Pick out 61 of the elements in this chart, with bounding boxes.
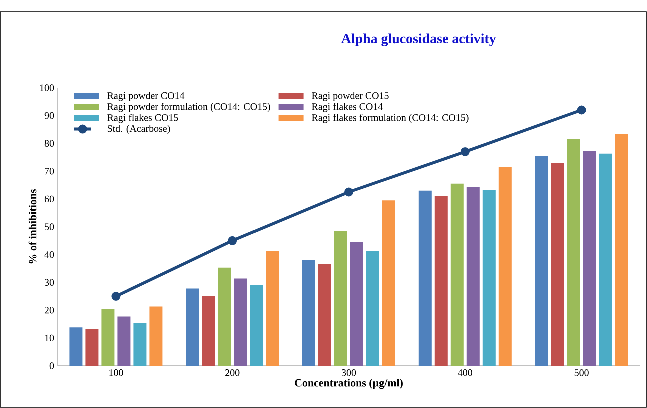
bar (218, 268, 232, 366)
y-tick-label: 70 (45, 168, 54, 175)
y-tick-label: 50 (45, 224, 54, 230)
bar (302, 260, 316, 366)
y-tick-label: 0 (50, 362, 54, 370)
bar (498, 166, 512, 366)
bar (482, 190, 496, 366)
bar (266, 251, 280, 366)
bar (202, 296, 216, 366)
bar (466, 187, 480, 366)
legend-label: Ragi flakes formulation (CO14: CO15) (312, 114, 469, 124)
legend-label: Ragi powder formulation (CO14: CO15) (108, 103, 270, 112)
bar (70, 328, 83, 366)
bar (234, 278, 248, 366)
y-axis-title: % of inhibitions (28, 190, 37, 264)
bar (434, 196, 448, 366)
bar (186, 288, 200, 366)
legend-label: Ragi powder CO14 (108, 92, 185, 102)
bar (551, 163, 564, 366)
bar (86, 329, 99, 366)
bar (599, 154, 612, 366)
bar (583, 151, 596, 366)
bar (134, 323, 147, 366)
legend-label: Ragi flakes CO15 (108, 114, 178, 124)
y-tick-label: 60 (44, 196, 54, 203)
point (577, 106, 586, 115)
bar (102, 309, 115, 366)
legend-label: Ragi powder CO15 (312, 92, 389, 102)
x-tick-label: 200 (226, 370, 240, 376)
bar (366, 251, 380, 366)
bar (450, 184, 464, 366)
x-tick-label: 300 (342, 370, 356, 376)
chart-title: Alpha glucosidase activity (341, 34, 496, 46)
y-tick-label: 40 (44, 251, 54, 258)
point (460, 147, 470, 156)
legend-label: Std. (Acarbose) (108, 125, 170, 134)
bar (334, 231, 348, 366)
bar (150, 306, 163, 366)
bar (418, 190, 432, 366)
y-tick-label: 10 (45, 334, 54, 342)
y-tick-label: 80 (44, 140, 54, 147)
y-tick-label: 20 (44, 307, 54, 314)
y-tick-label: 100 (40, 84, 54, 92)
point (228, 236, 238, 246)
x-tick-label: 100 (110, 370, 124, 376)
y-tick-label: 90 (44, 112, 54, 120)
bar (318, 264, 332, 366)
bar (350, 242, 364, 366)
point (112, 292, 121, 301)
bar (535, 156, 548, 366)
bar (118, 316, 131, 366)
x-tick-label: 500 (574, 370, 589, 376)
x-axis-title: Concentrations (µg/ml) (295, 379, 403, 390)
point (344, 188, 354, 197)
bar (250, 285, 264, 366)
x-tick-label: 400 (458, 370, 472, 376)
y-tick-label: 30 (45, 279, 54, 286)
legend-label: Ragi flakes CO14 (312, 103, 383, 112)
bar (615, 134, 628, 366)
bar (567, 139, 580, 366)
bar (382, 200, 396, 366)
